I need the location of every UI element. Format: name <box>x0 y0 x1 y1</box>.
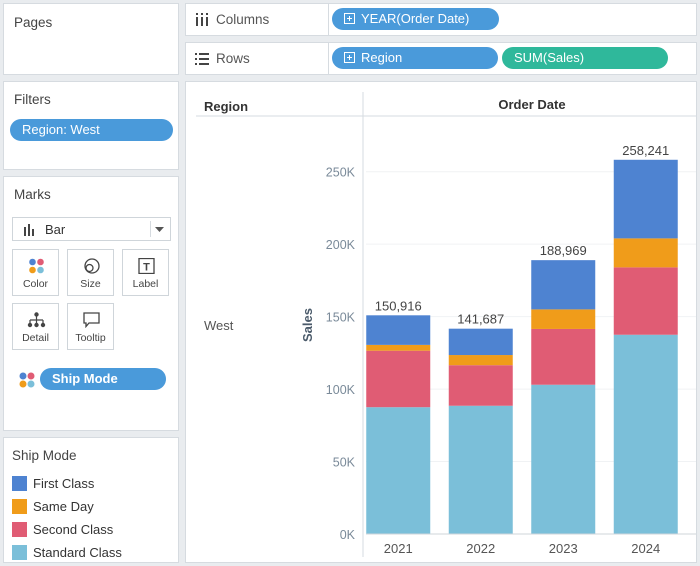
bar-segment[interactable] <box>613 267 678 335</box>
columns-shelf[interactable]: Columns YEAR(Order Date) <box>185 3 697 36</box>
bar-chart-icon <box>24 224 34 236</box>
bar-segment[interactable] <box>531 328 596 385</box>
bar-segment[interactable] <box>366 344 431 351</box>
y-tick-label: 100K <box>326 383 356 397</box>
x-tick-label: 2021 <box>384 541 413 556</box>
filters-title: Filters <box>14 92 51 107</box>
legend-swatch <box>12 499 27 514</box>
total-label: 150,916 <box>375 298 422 313</box>
rows-pill-region-label: Region <box>361 50 403 65</box>
shelf-divider <box>328 4 329 35</box>
legend-item-label: Second Class <box>33 522 114 537</box>
bar-segment[interactable] <box>448 365 513 406</box>
legend-swatch <box>12 522 27 537</box>
bar-segment[interactable] <box>613 159 678 239</box>
x-tick-label: 2023 <box>549 541 578 556</box>
dropdown-divider <box>150 221 151 237</box>
rows-shelf[interactable]: Rows Region SUM(Sales) <box>185 42 697 75</box>
view-area[interactable]: Region Order Date West Sales 0K 50K 100K 15… <box>185 81 697 563</box>
columns-label: Columns <box>216 12 270 27</box>
label-button-label: Label <box>132 278 159 290</box>
legend-swatch <box>12 476 27 491</box>
region-header: Region <box>204 99 248 114</box>
y-tick-label: 150K <box>326 311 356 325</box>
legend-card[interactable]: Ship Mode First Class Same Day Second Cl… <box>3 437 179 563</box>
detail-button[interactable]: Detail <box>12 303 59 350</box>
bar-segment[interactable] <box>613 334 678 534</box>
columns-pill-year-order-date[interactable]: YEAR(Order Date) <box>332 8 499 30</box>
rows-pill-region[interactable]: Region <box>332 47 498 69</box>
total-label: 258,241 <box>622 143 669 158</box>
expand-plus-icon[interactable] <box>344 13 355 24</box>
total-label: 188,969 <box>540 243 587 258</box>
legend-item-label: Same Day <box>33 499 94 514</box>
bar-segment[interactable] <box>448 405 513 534</box>
bar-segment[interactable] <box>448 355 513 366</box>
marks-title: Marks <box>14 187 51 202</box>
color-field-pill[interactable]: Ship Mode <box>40 368 166 390</box>
tooltip-button[interactable]: Tooltip <box>67 303 114 350</box>
mark-type-value: Bar <box>45 222 66 237</box>
bar-segment[interactable] <box>366 407 431 534</box>
sales-chart[interactable]: Region Order Date West Sales 0K 50K 100K 15… <box>186 82 696 562</box>
legend-swatch <box>12 545 27 560</box>
size-icon <box>84 258 100 274</box>
detail-button-label: Detail <box>22 332 49 344</box>
expand-plus-icon[interactable] <box>344 52 355 63</box>
svg-text:T: T <box>143 262 150 274</box>
columns-icon <box>196 13 208 26</box>
legend-item-label: Standard Class <box>33 545 122 560</box>
chevron-down-icon[interactable] <box>155 227 164 233</box>
x-tick-label: 2024 <box>631 541 660 556</box>
filter-pill-region[interactable]: Region: West <box>10 119 173 141</box>
columns-pill-label: YEAR(Order Date) <box>361 11 470 26</box>
y-axis-title: Sales <box>300 308 315 342</box>
legend-title: Ship Mode <box>12 448 77 463</box>
color-icon <box>29 258 44 274</box>
bar-segment[interactable] <box>366 350 431 408</box>
label-button[interactable]: T Label <box>122 249 169 296</box>
color-button-label: Color <box>22 278 49 290</box>
size-button-label: Size <box>80 278 101 290</box>
color-field-icon <box>19 372 35 388</box>
pages-card[interactable]: Pages <box>3 3 179 75</box>
label-icon: T <box>138 258 155 274</box>
rows-label: Rows <box>216 51 250 66</box>
color-button[interactable]: Color <box>12 249 59 296</box>
tooltip-icon <box>83 312 100 328</box>
size-button[interactable]: Size <box>67 249 114 296</box>
y-tick-label: 50K <box>333 456 356 470</box>
rows-pill-sum-sales[interactable]: SUM(Sales) <box>502 47 668 69</box>
y-tick-label: 200K <box>326 238 356 252</box>
x-tick-label: 2022 <box>466 541 495 556</box>
bar-segment[interactable] <box>531 384 596 534</box>
bar-segment[interactable] <box>613 238 678 268</box>
bar-segment[interactable] <box>366 315 431 345</box>
bar-segment[interactable] <box>448 328 513 356</box>
rows-icon <box>195 53 209 65</box>
y-tick-label: 250K <box>326 166 356 180</box>
order-date-header: Order Date <box>498 97 565 112</box>
total-label: 141,687 <box>457 312 504 327</box>
bar-segment[interactable] <box>531 309 596 329</box>
y-tick-label: 0K <box>340 528 356 542</box>
marks-card[interactable]: Marks Bar Color Size T Label D <box>3 176 179 431</box>
shelf-divider <box>328 43 329 74</box>
region-value: West <box>204 318 234 333</box>
filters-card[interactable]: Filters Region: West <box>3 81 179 170</box>
legend-item-label: First Class <box>33 476 95 491</box>
bar-segment[interactable] <box>531 260 596 310</box>
pages-title: Pages <box>14 15 53 30</box>
mark-type-dropdown[interactable]: Bar <box>12 217 171 241</box>
tooltip-button-label: Tooltip <box>75 332 106 344</box>
detail-icon <box>27 312 46 328</box>
